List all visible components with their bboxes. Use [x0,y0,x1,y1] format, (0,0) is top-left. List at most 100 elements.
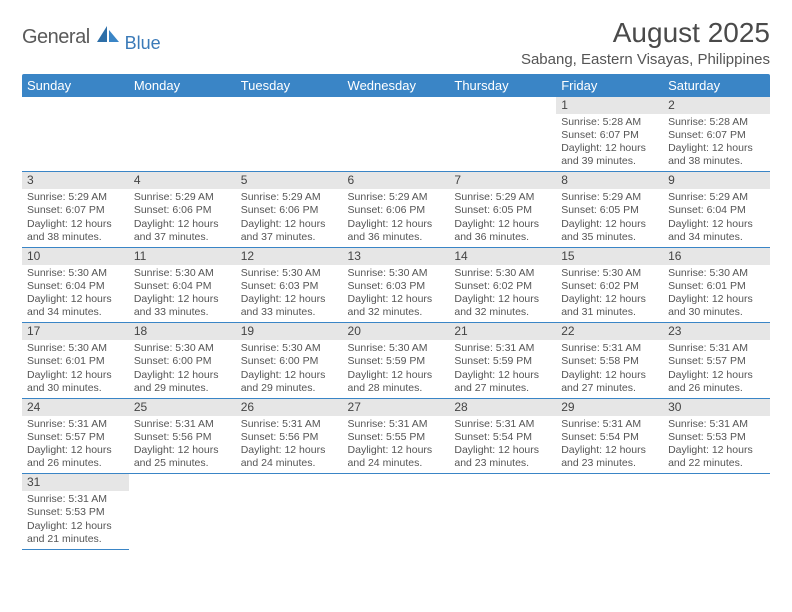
day-body: Sunrise: 5:30 AMSunset: 6:00 PMDaylight:… [236,340,343,398]
day-number: 18 [129,323,236,340]
calendar-cell [449,97,556,172]
calendar-cell [343,474,450,550]
calendar-cell: 9Sunrise: 5:29 AMSunset: 6:04 PMDaylight… [663,172,770,248]
day-body: Sunrise: 5:31 AMSunset: 5:55 PMDaylight:… [343,416,450,474]
calendar-cell: 12Sunrise: 5:30 AMSunset: 6:03 PMDayligh… [236,247,343,323]
calendar-cell: 23Sunrise: 5:31 AMSunset: 5:57 PMDayligh… [663,323,770,399]
calendar-cell: 1Sunrise: 5:28 AMSunset: 6:07 PMDaylight… [556,97,663,172]
logo-sail-icon [95,24,123,51]
day-number: 9 [663,172,770,189]
day-body: Sunrise: 5:31 AMSunset: 5:59 PMDaylight:… [449,340,556,398]
calendar-week-row: 31Sunrise: 5:31 AMSunset: 5:53 PMDayligh… [22,474,770,550]
page-subtitle: Sabang, Eastern Visayas, Philippines [521,51,770,68]
calendar-cell: 28Sunrise: 5:31 AMSunset: 5:54 PMDayligh… [449,398,556,474]
day-body: Sunrise: 5:30 AMSunset: 6:01 PMDaylight:… [22,340,129,398]
day-body: Sunrise: 5:31 AMSunset: 5:58 PMDaylight:… [556,340,663,398]
day-body: Sunrise: 5:31 AMSunset: 5:56 PMDaylight:… [129,416,236,474]
header: General Blue August 2025 Sabang, Eastern… [22,18,770,68]
col-tuesday: Tuesday [236,74,343,97]
calendar-cell: 25Sunrise: 5:31 AMSunset: 5:56 PMDayligh… [129,398,236,474]
day-number: 27 [343,399,450,416]
calendar-cell: 16Sunrise: 5:30 AMSunset: 6:01 PMDayligh… [663,247,770,323]
calendar-cell: 8Sunrise: 5:29 AMSunset: 6:05 PMDaylight… [556,172,663,248]
calendar-cell: 15Sunrise: 5:30 AMSunset: 6:02 PMDayligh… [556,247,663,323]
day-body: Sunrise: 5:31 AMSunset: 5:57 PMDaylight:… [22,416,129,474]
day-body: Sunrise: 5:28 AMSunset: 6:07 PMDaylight:… [556,114,663,172]
logo-text-sub: Blue [125,33,161,54]
col-saturday: Saturday [663,74,770,97]
day-number: 24 [22,399,129,416]
calendar-cell: 24Sunrise: 5:31 AMSunset: 5:57 PMDayligh… [22,398,129,474]
day-body: Sunrise: 5:29 AMSunset: 6:04 PMDaylight:… [663,189,770,247]
day-body: Sunrise: 5:30 AMSunset: 6:04 PMDaylight:… [129,265,236,323]
col-monday: Monday [129,74,236,97]
day-number: 19 [236,323,343,340]
calendar-cell: 10Sunrise: 5:30 AMSunset: 6:04 PMDayligh… [22,247,129,323]
day-body: Sunrise: 5:30 AMSunset: 6:00 PMDaylight:… [129,340,236,398]
calendar-cell: 27Sunrise: 5:31 AMSunset: 5:55 PMDayligh… [343,398,450,474]
day-body: Sunrise: 5:29 AMSunset: 6:06 PMDaylight:… [343,189,450,247]
calendar-cell [129,97,236,172]
day-body: Sunrise: 5:30 AMSunset: 6:02 PMDaylight:… [449,265,556,323]
calendar-cell: 7Sunrise: 5:29 AMSunset: 6:05 PMDaylight… [449,172,556,248]
col-sunday: Sunday [22,74,129,97]
calendar-week-row: 10Sunrise: 5:30 AMSunset: 6:04 PMDayligh… [22,247,770,323]
col-friday: Friday [556,74,663,97]
day-number: 7 [449,172,556,189]
calendar-cell: 26Sunrise: 5:31 AMSunset: 5:56 PMDayligh… [236,398,343,474]
day-number: 6 [343,172,450,189]
day-body: Sunrise: 5:31 AMSunset: 5:57 PMDaylight:… [663,340,770,398]
day-number: 31 [22,474,129,491]
calendar-cell [663,474,770,550]
calendar-cell: 22Sunrise: 5:31 AMSunset: 5:58 PMDayligh… [556,323,663,399]
calendar-cell: 31Sunrise: 5:31 AMSunset: 5:53 PMDayligh… [22,474,129,550]
calendar-cell: 13Sunrise: 5:30 AMSunset: 6:03 PMDayligh… [343,247,450,323]
calendar-cell: 20Sunrise: 5:30 AMSunset: 5:59 PMDayligh… [343,323,450,399]
calendar-cell [129,474,236,550]
day-number: 5 [236,172,343,189]
day-body: Sunrise: 5:29 AMSunset: 6:06 PMDaylight:… [236,189,343,247]
calendar-cell: 3Sunrise: 5:29 AMSunset: 6:07 PMDaylight… [22,172,129,248]
day-number: 4 [129,172,236,189]
calendar-cell: 30Sunrise: 5:31 AMSunset: 5:53 PMDayligh… [663,398,770,474]
calendar-cell: 6Sunrise: 5:29 AMSunset: 6:06 PMDaylight… [343,172,450,248]
logo: General Blue [22,18,161,51]
day-number: 30 [663,399,770,416]
calendar-week-row: 3Sunrise: 5:29 AMSunset: 6:07 PMDaylight… [22,172,770,248]
day-number: 22 [556,323,663,340]
title-block: August 2025 Sabang, Eastern Visayas, Phi… [521,18,770,68]
calendar-cell: 11Sunrise: 5:30 AMSunset: 6:04 PMDayligh… [129,247,236,323]
calendar-cell [449,474,556,550]
day-body: Sunrise: 5:29 AMSunset: 6:06 PMDaylight:… [129,189,236,247]
calendar-cell: 2Sunrise: 5:28 AMSunset: 6:07 PMDaylight… [663,97,770,172]
day-number: 10 [22,248,129,265]
day-body: Sunrise: 5:30 AMSunset: 6:03 PMDaylight:… [236,265,343,323]
calendar-cell [556,474,663,550]
calendar-week-row: 24Sunrise: 5:31 AMSunset: 5:57 PMDayligh… [22,398,770,474]
day-body: Sunrise: 5:31 AMSunset: 5:54 PMDaylight:… [556,416,663,474]
col-wednesday: Wednesday [343,74,450,97]
day-body: Sunrise: 5:31 AMSunset: 5:56 PMDaylight:… [236,416,343,474]
day-body: Sunrise: 5:31 AMSunset: 5:53 PMDaylight:… [22,491,129,549]
calendar-cell: 17Sunrise: 5:30 AMSunset: 6:01 PMDayligh… [22,323,129,399]
day-body: Sunrise: 5:30 AMSunset: 5:59 PMDaylight:… [343,340,450,398]
calendar-cell [236,97,343,172]
day-number: 8 [556,172,663,189]
day-body: Sunrise: 5:30 AMSunset: 6:04 PMDaylight:… [22,265,129,323]
day-number: 26 [236,399,343,416]
calendar-week-row: 17Sunrise: 5:30 AMSunset: 6:01 PMDayligh… [22,323,770,399]
day-number: 21 [449,323,556,340]
calendar-cell: 18Sunrise: 5:30 AMSunset: 6:00 PMDayligh… [129,323,236,399]
calendar-week-row: 1Sunrise: 5:28 AMSunset: 6:07 PMDaylight… [22,97,770,172]
day-number: 1 [556,97,663,114]
day-number: 3 [22,172,129,189]
calendar-cell [22,97,129,172]
day-number: 29 [556,399,663,416]
day-number: 28 [449,399,556,416]
calendar-cell: 5Sunrise: 5:29 AMSunset: 6:06 PMDaylight… [236,172,343,248]
day-number: 23 [663,323,770,340]
day-number: 17 [22,323,129,340]
day-number: 14 [449,248,556,265]
calendar-cell: 4Sunrise: 5:29 AMSunset: 6:06 PMDaylight… [129,172,236,248]
day-number: 20 [343,323,450,340]
